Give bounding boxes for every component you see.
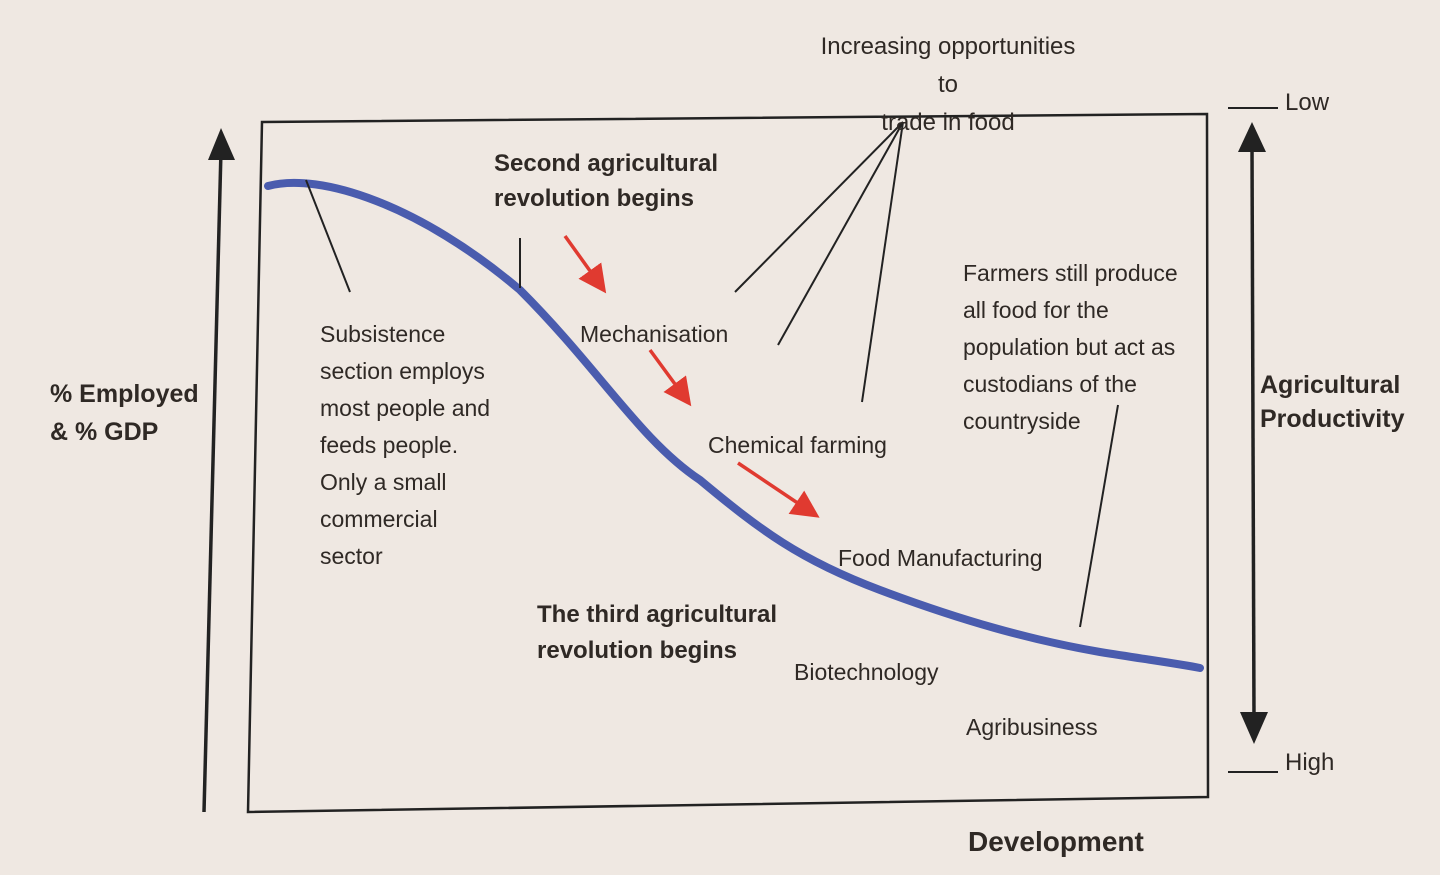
mechanisation-label: Mechanisation [580,321,729,347]
agribusiness-label: Agribusiness [966,714,1098,740]
productivity-axis-line [1250,147,1256,719]
trade-annotation: Increasing opportunities to trade in foo… [820,33,1076,136]
trade-leader-line-2 [777,121,904,346]
red-arrow-2 [648,348,692,407]
red-arrow-3 [737,461,820,518]
high-label: High [1285,749,1335,776]
trade-leader-line-1 [734,121,904,293]
productivity-arrowhead-up [1238,122,1266,152]
trade-leader-line-3 [861,121,904,403]
second-revolution-annotation: Second agricultural revolution begins [494,150,719,212]
y-axis-line [202,149,223,813]
chemical-farming-label: Chemical farming [708,432,887,458]
red-arrow-1 [563,234,607,294]
farmers-leader-line [1079,404,1119,628]
y-axis-label: % Employed & % GDP [50,380,199,446]
chart-frame [246,112,1210,814]
productivity-arrowhead-down [1240,712,1268,744]
subsistence-leader-line [305,179,351,293]
y-axis-arrowhead [208,128,235,160]
third-revolution-annotation: The third agricultural revolution begins [537,601,778,664]
subsistence-annotation: Subsistence section employs most people … [320,321,491,569]
food-manufacturing-label: Food Manufacturing [838,545,1043,571]
x-axis-label: Development [968,826,1144,857]
biotechnology-label: Biotechnology [794,659,939,685]
decline-curve [264,178,1204,672]
productivity-axis-label: Agricultural Productivity [1260,371,1405,433]
low-label: Low [1285,89,1330,116]
farmers-annotation: Farmers still produce all food for the p… [963,260,1178,434]
